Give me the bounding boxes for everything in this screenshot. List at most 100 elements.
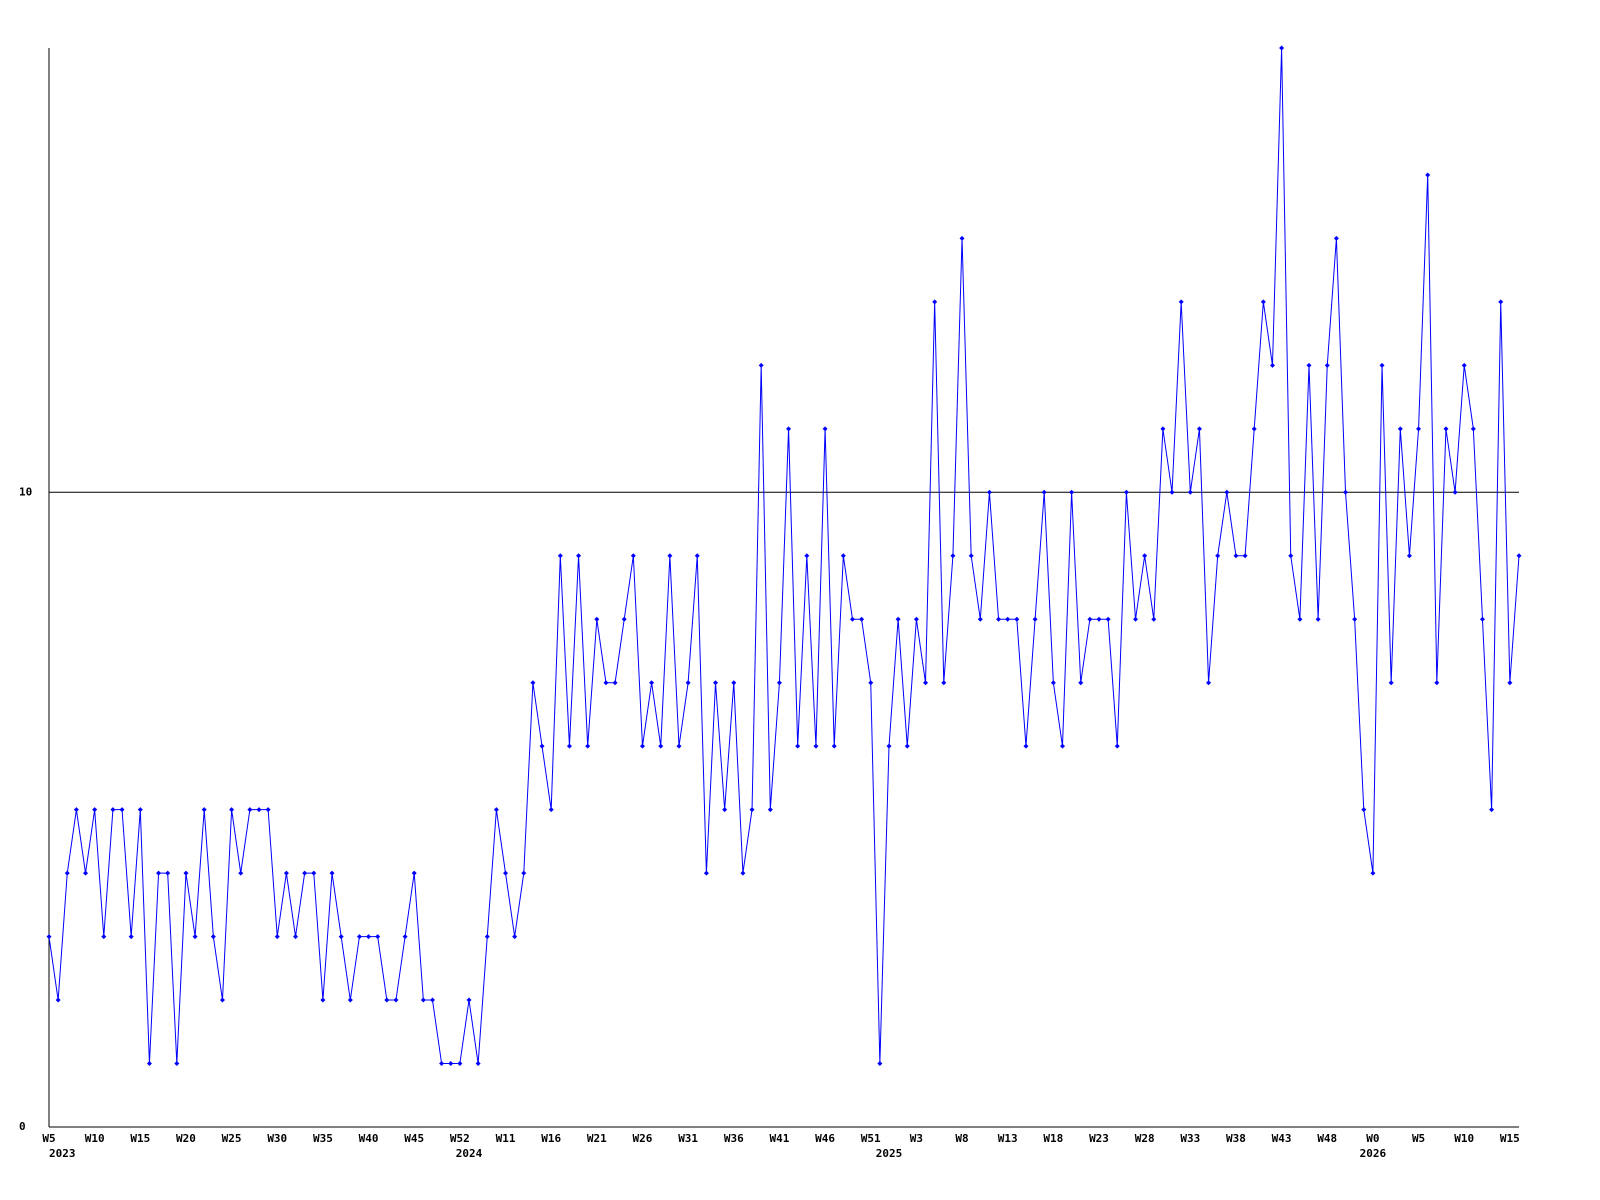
data-point [156,870,162,876]
data-point [1133,616,1139,622]
data-point [475,1061,481,1067]
x-tick-label: W10 [1454,1132,1474,1145]
data-point [1105,616,1111,622]
data-point [146,1061,152,1067]
data-point [603,680,609,686]
data-point [356,934,362,940]
data-point [338,934,344,940]
data-point [201,807,207,813]
data-point [110,807,116,813]
data-point [576,553,582,559]
data-point [649,680,655,686]
data-point [429,997,435,1003]
data-point [639,743,645,749]
data-point [229,807,235,813]
data-point [941,680,947,686]
data-point [767,807,773,813]
data-point [566,743,572,749]
data-point [1461,362,1467,368]
data-point [804,553,810,559]
data-point [1379,362,1385,368]
data-point [831,743,837,749]
data-point [1151,616,1157,622]
data-point [1142,553,1148,559]
data-point [731,680,737,686]
y-tick-label: 0 [19,1120,26,1133]
data-point [822,426,828,432]
data-point [950,553,956,559]
data-point [165,870,171,876]
data-point [1425,172,1431,178]
data-point [1032,616,1038,622]
data-point [1123,489,1129,495]
data-point [676,743,682,749]
x-tick-label: W38 [1226,1132,1246,1145]
data-point [585,743,591,749]
data-point [92,807,98,813]
data-point [293,934,299,940]
data-point [758,362,764,368]
data-point [1059,743,1065,749]
data-point [1096,616,1102,622]
data-point [749,807,755,813]
data-point [840,553,846,559]
x-tick-label: W18 [1043,1132,1063,1145]
data-point [849,616,855,622]
data-point [713,680,719,686]
data-point [1388,680,1394,686]
data-point [694,553,700,559]
data-point [247,807,253,813]
data-point [1260,299,1266,305]
data-point [320,997,326,1003]
data-point [932,299,938,305]
data-point [1352,616,1358,622]
data-point [1215,553,1221,559]
data-point [302,870,308,876]
x-tick-label: W46 [815,1132,835,1145]
data-point [1206,680,1212,686]
data-point [137,807,143,813]
data-point [1178,299,1184,305]
data-point [521,870,527,876]
data-point [1489,807,1495,813]
data-point [1041,489,1047,495]
data-point [1434,680,1440,686]
data-point [219,997,225,1003]
data-point [776,680,782,686]
x-tick-label: W45 [404,1132,424,1145]
data-point [1078,680,1084,686]
data-point [959,235,965,241]
x-tick-label: W15 [130,1132,150,1145]
data-point [1452,489,1458,495]
data-point [393,997,399,1003]
data-point [402,934,408,940]
data-point [658,743,664,749]
x-tick-label: W28 [1135,1132,1155,1145]
x-tick-label: W43 [1272,1132,1292,1145]
data-point [274,934,280,940]
data-point [1306,362,1312,368]
data-point [512,934,518,940]
x-tick-label: W31 [678,1132,698,1145]
data-point [868,680,874,686]
data-point [503,870,509,876]
data-point [484,934,490,940]
data-point [83,870,89,876]
data-point [740,870,746,876]
data-point [1470,426,1476,432]
data-point [1169,489,1175,495]
x-tick-label: W20 [176,1132,196,1145]
data-point [119,807,125,813]
data-point [375,934,381,940]
data-point [73,807,79,813]
data-point [256,807,262,813]
data-point [1069,489,1075,495]
x-tick-label: W0 [1366,1132,1379,1145]
data-point [1242,553,1248,559]
x-tick-label: W15 [1500,1132,1520,1145]
data-point [548,807,554,813]
data-point [1288,553,1294,559]
data-point [986,489,992,495]
data-point [265,807,271,813]
